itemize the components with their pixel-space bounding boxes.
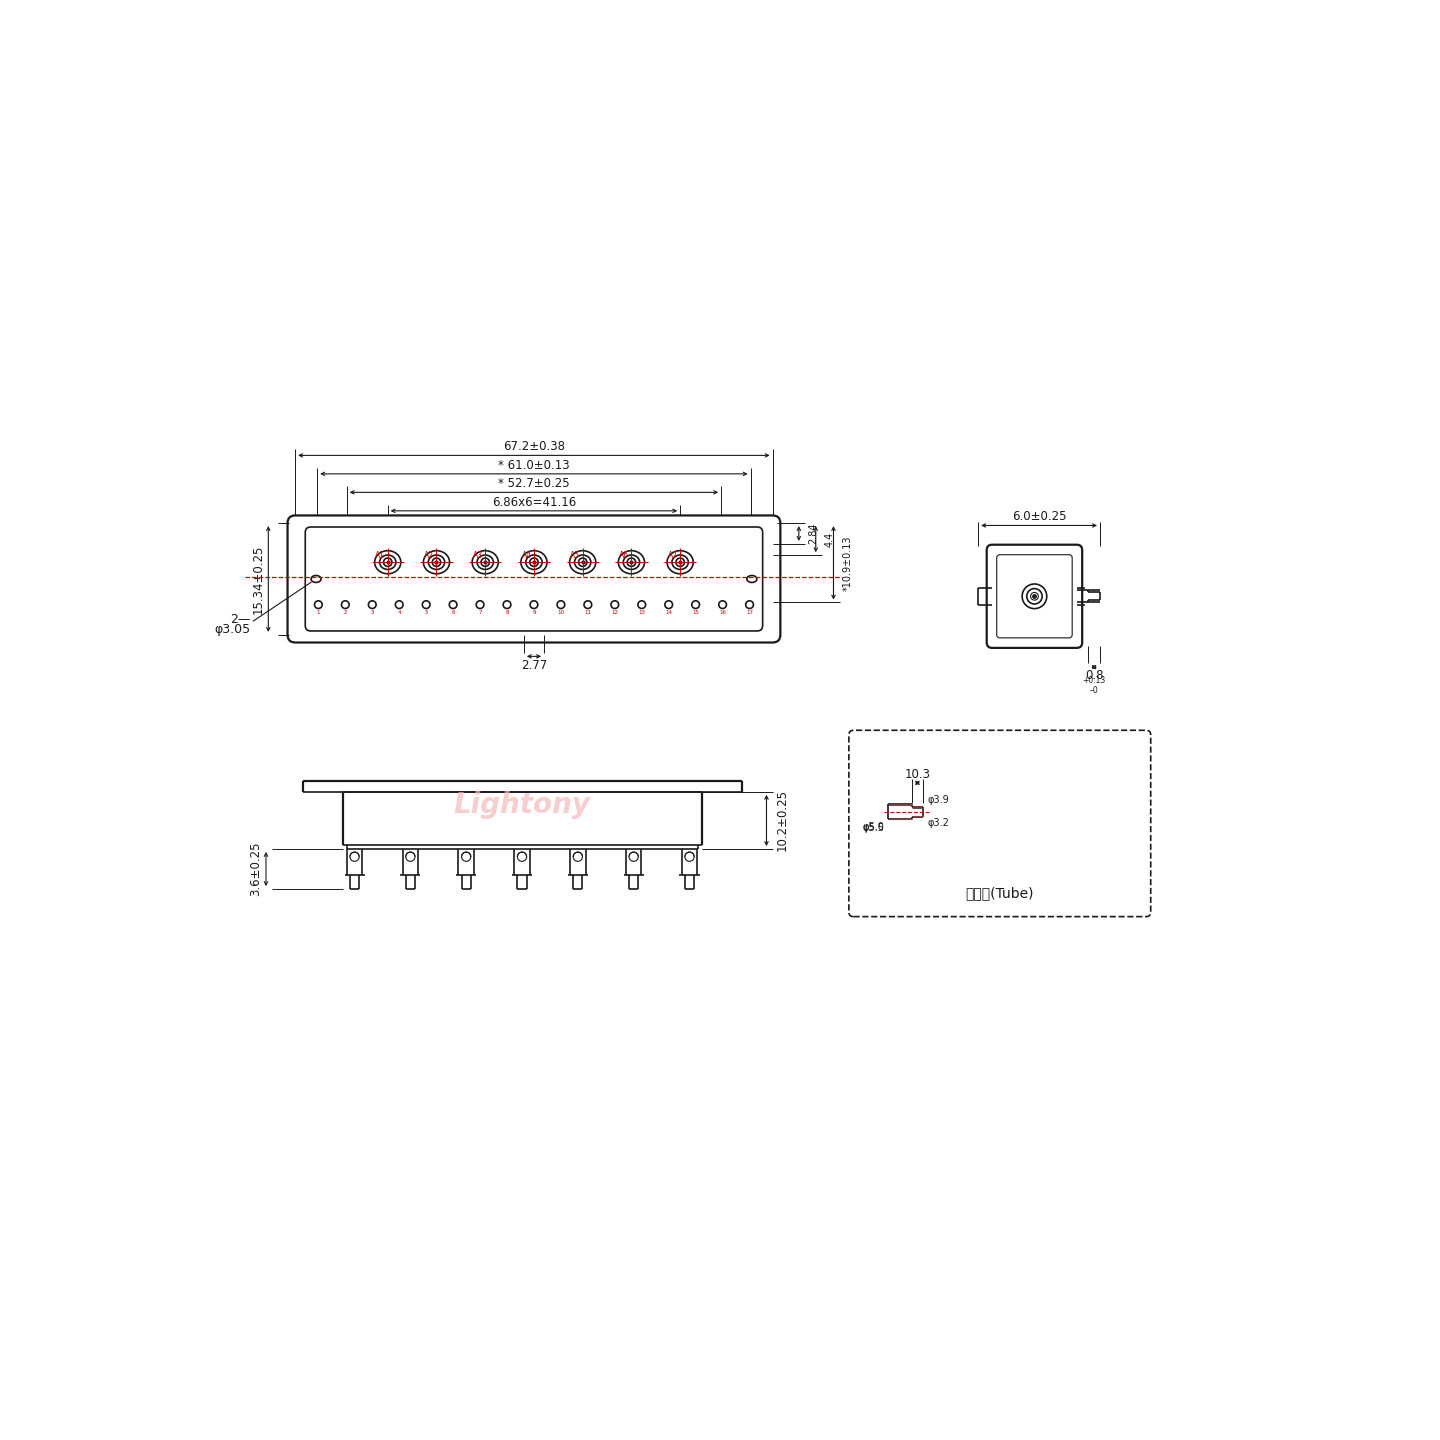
Text: 16: 16 (719, 609, 726, 615)
Text: A5: A5 (570, 552, 580, 560)
Text: 5: 5 (425, 609, 428, 615)
Text: 11: 11 (585, 609, 592, 615)
Text: 17: 17 (746, 609, 753, 615)
Text: 9: 9 (533, 609, 536, 615)
Text: A6: A6 (619, 552, 629, 560)
Text: φ3.05: φ3.05 (215, 622, 251, 635)
Text: 2.84: 2.84 (808, 523, 818, 544)
Text: 4: 4 (397, 609, 400, 615)
Text: 10: 10 (557, 609, 564, 615)
Text: φ5.5: φ5.5 (863, 824, 884, 834)
Text: A1: A1 (376, 552, 386, 560)
Text: 6.0±0.25: 6.0±0.25 (1012, 510, 1066, 523)
Text: 6.86x6=41.16: 6.86x6=41.16 (492, 495, 576, 508)
Text: 10.2±0.25: 10.2±0.25 (776, 789, 789, 851)
Text: 4.4: 4.4 (825, 531, 835, 547)
Text: 13: 13 (638, 609, 645, 615)
Text: Lightony: Lightony (454, 792, 590, 819)
Text: 2.77: 2.77 (521, 660, 547, 672)
Text: 3.6±0.25: 3.6±0.25 (249, 842, 262, 896)
Text: 12: 12 (612, 609, 618, 615)
Text: 14: 14 (665, 609, 672, 615)
Text: φ3.2: φ3.2 (927, 818, 949, 828)
Text: 屏蔽管(Tube): 屏蔽管(Tube) (966, 887, 1034, 900)
Text: 67.2±0.38: 67.2±0.38 (503, 441, 564, 454)
Text: 3: 3 (370, 609, 374, 615)
Text: A4: A4 (521, 552, 531, 560)
Text: A7: A7 (668, 552, 678, 560)
Text: 7: 7 (478, 609, 482, 615)
Text: 8: 8 (505, 609, 508, 615)
Text: 6: 6 (451, 609, 455, 615)
Text: 15.34±0.25: 15.34±0.25 (252, 544, 265, 613)
Text: 10.3: 10.3 (904, 768, 930, 780)
Text: A3: A3 (472, 552, 482, 560)
Text: φ3.9: φ3.9 (927, 795, 949, 805)
Text: 1: 1 (317, 609, 320, 615)
Text: 15: 15 (693, 609, 700, 615)
Text: 2: 2 (344, 609, 347, 615)
Text: * 61.0±0.13: * 61.0±0.13 (498, 458, 570, 471)
Text: * 52.7±0.25: * 52.7±0.25 (498, 477, 570, 490)
Text: A2: A2 (425, 552, 435, 560)
Text: 2—: 2— (230, 612, 251, 625)
Text: 0.8: 0.8 (1084, 670, 1103, 683)
Text: *10.9±0.13: *10.9±0.13 (842, 536, 852, 590)
Text: φ5.0: φ5.0 (863, 822, 884, 832)
Text: +0.13
–0: +0.13 –0 (1083, 675, 1106, 696)
